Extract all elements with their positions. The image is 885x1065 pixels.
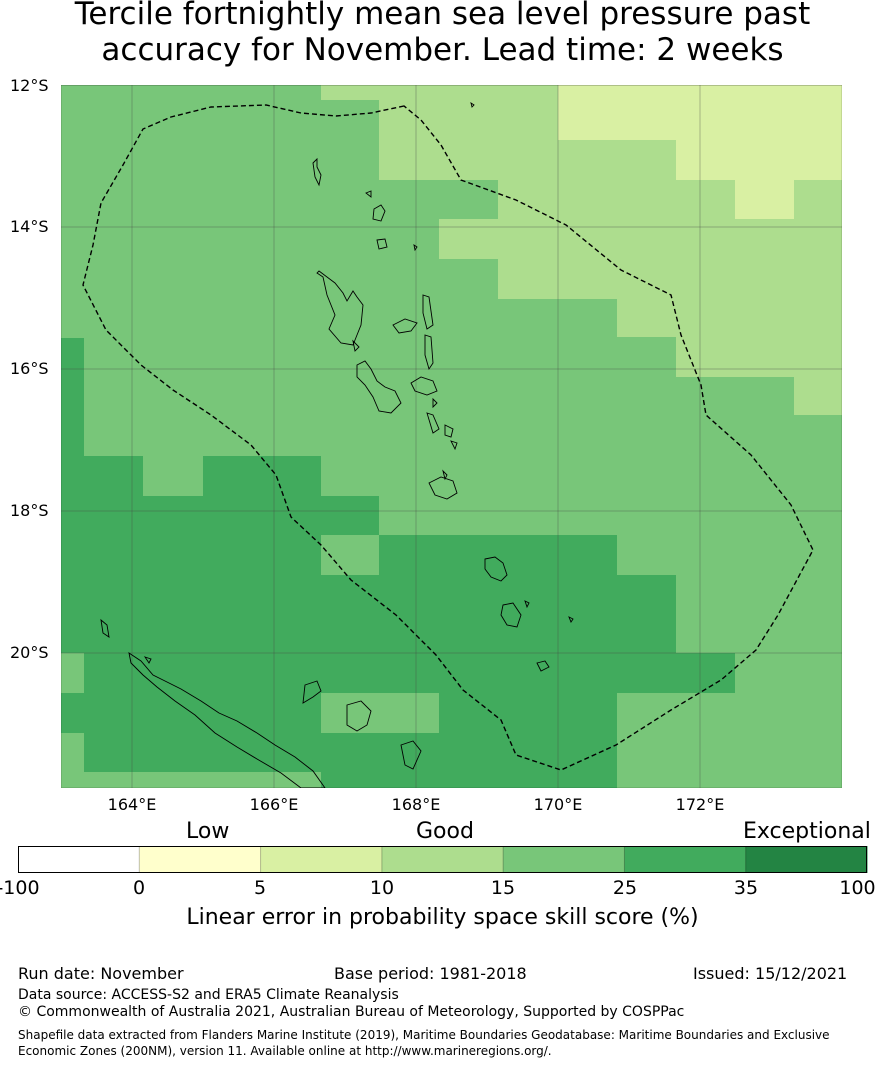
lat-label-20s: 20°S [10, 643, 49, 662]
island-outline [356, 360, 402, 414]
lat-label-12s: 12°S [10, 76, 49, 95]
shapefile-credit: Shapefile data extracted from Flanders M… [18, 1028, 830, 1058]
lon-label-166e: 166°E [249, 795, 299, 814]
skill-patch-15-25 [321, 535, 379, 575]
island-outline [100, 618, 110, 638]
island-outline [312, 157, 322, 187]
lon-label-168e: 168°E [391, 795, 441, 814]
island-outline [316, 270, 364, 346]
eez-boundary [82, 104, 814, 771]
island-outline [410, 376, 438, 396]
colorbar-tick: 0 [132, 877, 146, 899]
island-outline [413, 244, 418, 252]
skill-region-5-10 [558, 85, 842, 219]
issued-date: Issued: 15/12/2021 [693, 964, 848, 983]
island-outline [352, 339, 360, 352]
skill-patch-15-25 [143, 456, 202, 496]
skill-patch-15-25 [61, 653, 84, 693]
colorbar-bin [18, 846, 140, 873]
colorbar-tick: 25 [612, 877, 638, 899]
skill-region-25-35 [61, 338, 735, 788]
colorbar-tick: 35 [733, 877, 759, 899]
island-outline [428, 476, 458, 500]
island-outline [450, 440, 458, 451]
island-outline [422, 294, 434, 330]
island-outline [400, 740, 422, 770]
gridlines [61, 85, 842, 788]
island-outline [392, 318, 418, 334]
skill-patch-15-25 [321, 693, 439, 733]
lon-label-170e: 170°E [533, 795, 583, 814]
colorbar-bin [624, 846, 747, 873]
lon-label-172e: 172°E [675, 795, 725, 814]
skill-patch-15-25 [61, 733, 84, 788]
colorbar-bin [139, 846, 262, 873]
island-outline [442, 469, 448, 481]
island-outline [470, 101, 475, 108]
colorbar-bin [381, 846, 504, 873]
run-date: Run date: November [18, 964, 184, 983]
colorbar-frame [18, 846, 867, 873]
colorbar-tick: 100 [839, 877, 876, 899]
lon-label-164e: 164°E [107, 795, 157, 814]
island-outline [376, 238, 388, 250]
base-period: Base period: 1981-2018 [334, 964, 527, 983]
coastlines [100, 101, 574, 788]
colorbar-tick: 15 [490, 877, 516, 899]
category-low: Low [186, 819, 230, 844]
chart-title: Tercile fortnightly mean sea level press… [0, 0, 885, 68]
island-outline [365, 190, 372, 198]
colorbar-tick: -100 [0, 877, 40, 899]
lat-label-16s: 16°S [10, 359, 49, 378]
colorbar [18, 846, 868, 873]
skill-map [61, 85, 842, 788]
island-outline [536, 660, 550, 672]
island-outline [424, 334, 434, 371]
skill-patch-15-25 [617, 733, 842, 788]
category-exceptional: Exceptional [743, 819, 871, 844]
data-source: Data source: ACCESS-S2 and ERA5 Climate … [18, 987, 399, 1003]
island-outline [432, 397, 438, 409]
island-outline [302, 680, 322, 704]
colorbar-label: Linear error in probability space skill … [186, 905, 699, 930]
island-outline [444, 424, 454, 438]
island-outline [524, 600, 530, 609]
island-outline [372, 204, 386, 222]
island-outline [500, 602, 522, 628]
colorbar-tick: 5 [253, 877, 267, 899]
copyright: © Commonwealth of Australia 2021, Austra… [18, 1004, 685, 1020]
colorbar-bin [503, 846, 625, 873]
colorbar-tick: 10 [369, 877, 395, 899]
lat-label-14s: 14°S [10, 217, 49, 236]
title-line-1: Tercile fortnightly mean sea level press… [74, 0, 811, 32]
title-line-2: accuracy for November. Lead time: 2 week… [101, 32, 784, 68]
colorbar-bin [260, 846, 383, 873]
island-outline [346, 700, 372, 732]
lat-label-18s: 18°S [10, 501, 49, 520]
island-outline [426, 412, 440, 434]
colorbar-bin [745, 846, 868, 873]
category-good: Good [416, 819, 474, 844]
island-outline [128, 652, 326, 788]
island-outline [484, 556, 508, 582]
island-outline [568, 616, 574, 623]
island-outline [143, 656, 152, 664]
